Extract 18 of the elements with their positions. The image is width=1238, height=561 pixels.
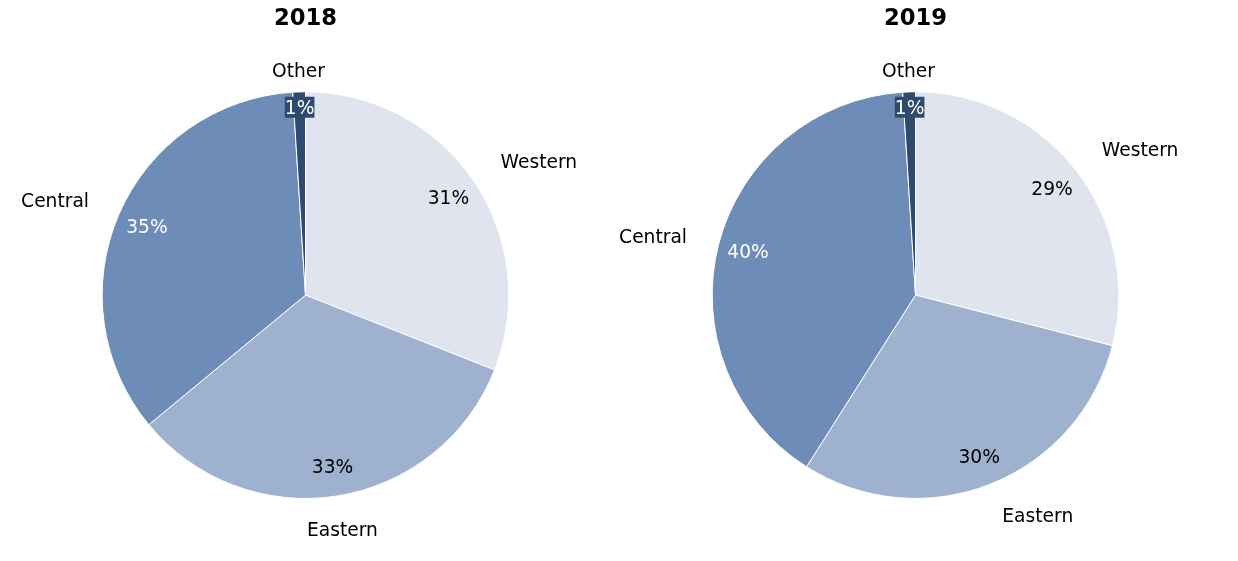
slice-label: Eastern <box>306 518 378 540</box>
slice-label: Eastern <box>1002 504 1074 526</box>
data-label: 40% <box>727 241 769 263</box>
data-label: 35% <box>126 215 168 237</box>
data-label: 1% <box>894 96 925 118</box>
slice-label: Western <box>500 151 578 173</box>
slice-label: Other <box>881 59 936 81</box>
data-label: 29% <box>1031 178 1073 200</box>
slice-label: Other <box>271 59 326 81</box>
slice-label: Central <box>619 225 688 247</box>
chart-title: 2018 <box>273 3 338 30</box>
slice-label: Western <box>1101 139 1179 161</box>
chart-title: 2019 <box>883 3 948 30</box>
slice-label: Central <box>21 190 90 212</box>
data-label: 1% <box>284 96 315 118</box>
data-label: 33% <box>311 456 354 478</box>
data-label: 30% <box>958 446 1000 468</box>
data-label: 31% <box>427 186 470 208</box>
